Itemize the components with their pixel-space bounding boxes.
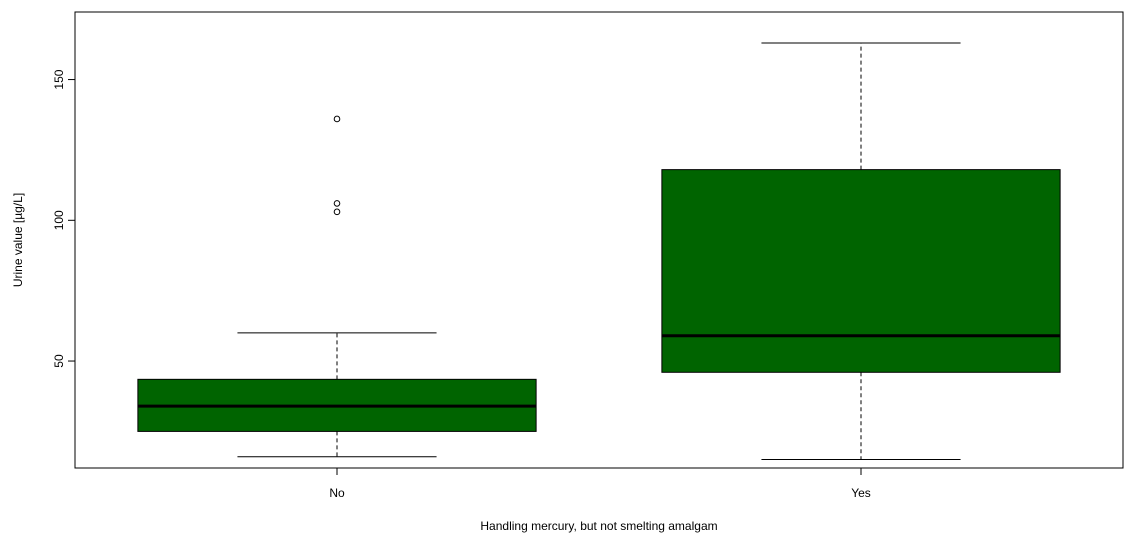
x-tick-label: No (329, 486, 345, 500)
y-axis-label: Urine value [µg/L] (11, 193, 25, 287)
iqr-box (661, 169, 1061, 373)
x-axis: No Yes (329, 467, 871, 500)
y-tick-label: 50 (52, 354, 66, 368)
boxes-layer (137, 42, 1061, 461)
y-tick-label: 100 (52, 210, 66, 230)
box-no (137, 115, 537, 458)
outlier-point (333, 208, 341, 216)
y-tick-label: 150 (52, 69, 66, 89)
x-axis-label: Handling mercury, but not smelting amalg… (480, 519, 717, 533)
y-axis: 50 100 150 (52, 69, 76, 368)
outlier-point (333, 200, 341, 207)
outlier-point (333, 115, 341, 123)
x-tick-label: Yes (851, 486, 871, 500)
box-yes (661, 42, 1061, 461)
